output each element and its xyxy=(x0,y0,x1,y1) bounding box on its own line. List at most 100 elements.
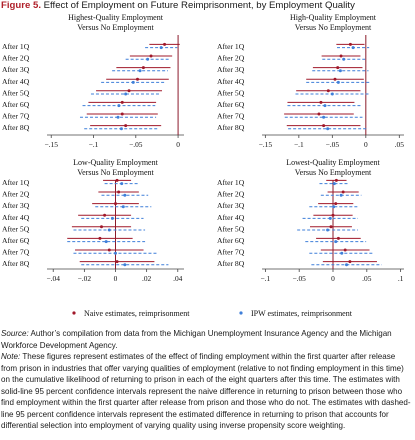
naive-point xyxy=(98,236,102,240)
row-label: After 8Q xyxy=(217,123,245,132)
ipw-point xyxy=(345,263,349,267)
x-tick-label: .1 xyxy=(398,274,404,283)
source-label: Source: xyxy=(1,329,29,338)
row-label: After 4Q xyxy=(217,213,245,222)
row-label: After 7Q xyxy=(2,248,30,257)
row-label: After 6Q xyxy=(2,100,30,109)
source-text: Author’s compilation from data from the … xyxy=(1,329,392,350)
naive-point xyxy=(331,213,335,217)
figure-title-text: Effect of Employment on Future Reimpriso… xyxy=(43,0,355,11)
row-label: After 5Q xyxy=(2,224,30,233)
row-label: After 7Q xyxy=(217,248,245,257)
panel-subtitle: Versus No Employment xyxy=(77,23,154,32)
x-tick-label: −.02 xyxy=(78,274,92,283)
ipw-point xyxy=(323,104,327,108)
source-paragraph: Source: Author’s compilation from data f… xyxy=(1,328,413,351)
legend-naive-label: Naive estimates, reimprisonment xyxy=(84,309,190,318)
panel-subtitle: Versus No Employment xyxy=(295,168,372,177)
x-tick-label: −.1 xyxy=(89,140,99,149)
naive-point xyxy=(329,225,333,229)
naive-point xyxy=(115,260,119,264)
row-label: After 6Q xyxy=(217,100,245,109)
ipw-point xyxy=(338,69,342,73)
figure-title: Figure 5. Effect of Employment on Future… xyxy=(1,0,355,11)
row-label: After 8Q xyxy=(217,259,245,268)
ipw-point xyxy=(119,127,123,131)
panel-title: Lowest-Quality Employment xyxy=(286,158,380,167)
naive-point xyxy=(333,77,337,81)
row-label: After 2Q xyxy=(217,54,245,63)
x-tick-label: 0 xyxy=(176,140,180,149)
legend-ipw-marker xyxy=(239,311,243,315)
x-tick-label: −.1 xyxy=(261,274,271,283)
naive-point xyxy=(343,248,347,252)
row-label: After 3Q xyxy=(2,201,30,210)
row-label: After 5Q xyxy=(2,88,30,97)
ipw-point xyxy=(116,115,120,119)
ipw-point xyxy=(330,92,334,96)
ipw-point xyxy=(336,80,340,84)
row-label: After 6Q xyxy=(217,236,245,245)
row-label: After 2Q xyxy=(2,190,30,199)
note-text: These figures represent estimates of the… xyxy=(1,352,411,431)
naive-point xyxy=(319,100,323,104)
ipw-point xyxy=(121,205,125,209)
row-label: After 7Q xyxy=(2,112,30,121)
ipw-point xyxy=(339,193,343,197)
naive-point xyxy=(120,100,124,104)
panel-title: Highest-Quality Employment xyxy=(68,13,164,22)
row-label: After 4Q xyxy=(2,77,30,86)
ipw-point xyxy=(131,80,135,84)
x-tick-label: −.15 xyxy=(259,140,273,149)
panel-subtitle: Versus No Employment xyxy=(295,23,372,32)
ipw-point xyxy=(159,46,163,50)
figure-number: Figure 5. xyxy=(1,0,41,11)
ipw-point xyxy=(334,240,338,244)
naive-point xyxy=(334,178,338,182)
ipw-point xyxy=(322,115,326,119)
row-label: After 5Q xyxy=(217,224,245,233)
naive-point xyxy=(326,89,330,93)
x-tick-label: −.15 xyxy=(45,140,59,149)
ipw-point xyxy=(123,193,127,197)
ipw-point xyxy=(326,228,330,232)
ipw-point xyxy=(332,182,336,186)
naive-point xyxy=(336,66,340,70)
naive-point xyxy=(141,66,145,70)
naive-point xyxy=(317,112,321,116)
panel-title: Low-Quality Employment xyxy=(73,158,158,167)
naive-point xyxy=(117,190,121,194)
ipw-point xyxy=(146,57,150,61)
ipw-point xyxy=(332,205,336,209)
x-tick-label: .05 xyxy=(362,274,372,283)
ipw-point xyxy=(123,263,127,267)
x-tick-label: .05 xyxy=(395,140,405,149)
figure-notes: Source: Author’s compilation from data f… xyxy=(1,328,413,432)
row-label: After 1Q xyxy=(217,178,245,187)
row-label: After 3Q xyxy=(217,65,245,74)
row-label: After 7Q xyxy=(217,112,245,121)
naive-point xyxy=(322,124,326,128)
row-label: After 2Q xyxy=(217,190,245,199)
naive-point xyxy=(339,54,343,58)
naive-point xyxy=(99,225,103,229)
naive-point xyxy=(103,213,107,217)
naive-point xyxy=(127,89,131,93)
naive-point xyxy=(124,124,128,128)
ipw-point xyxy=(104,240,108,244)
row-label: After 1Q xyxy=(2,178,30,187)
naive-point xyxy=(107,248,111,252)
note-paragraph: Note: These figures represent estimates … xyxy=(1,351,413,432)
naive-point xyxy=(341,190,345,194)
x-tick-label: 0 xyxy=(114,274,118,283)
x-tick-label: −.04 xyxy=(47,274,61,283)
ipw-point xyxy=(340,251,344,255)
chart-legend: Naive estimates, reimprisonment IPW esti… xyxy=(72,309,353,318)
ipw-point xyxy=(138,69,142,73)
row-label: After 4Q xyxy=(217,77,245,86)
x-tick-label: .04 xyxy=(173,274,183,283)
